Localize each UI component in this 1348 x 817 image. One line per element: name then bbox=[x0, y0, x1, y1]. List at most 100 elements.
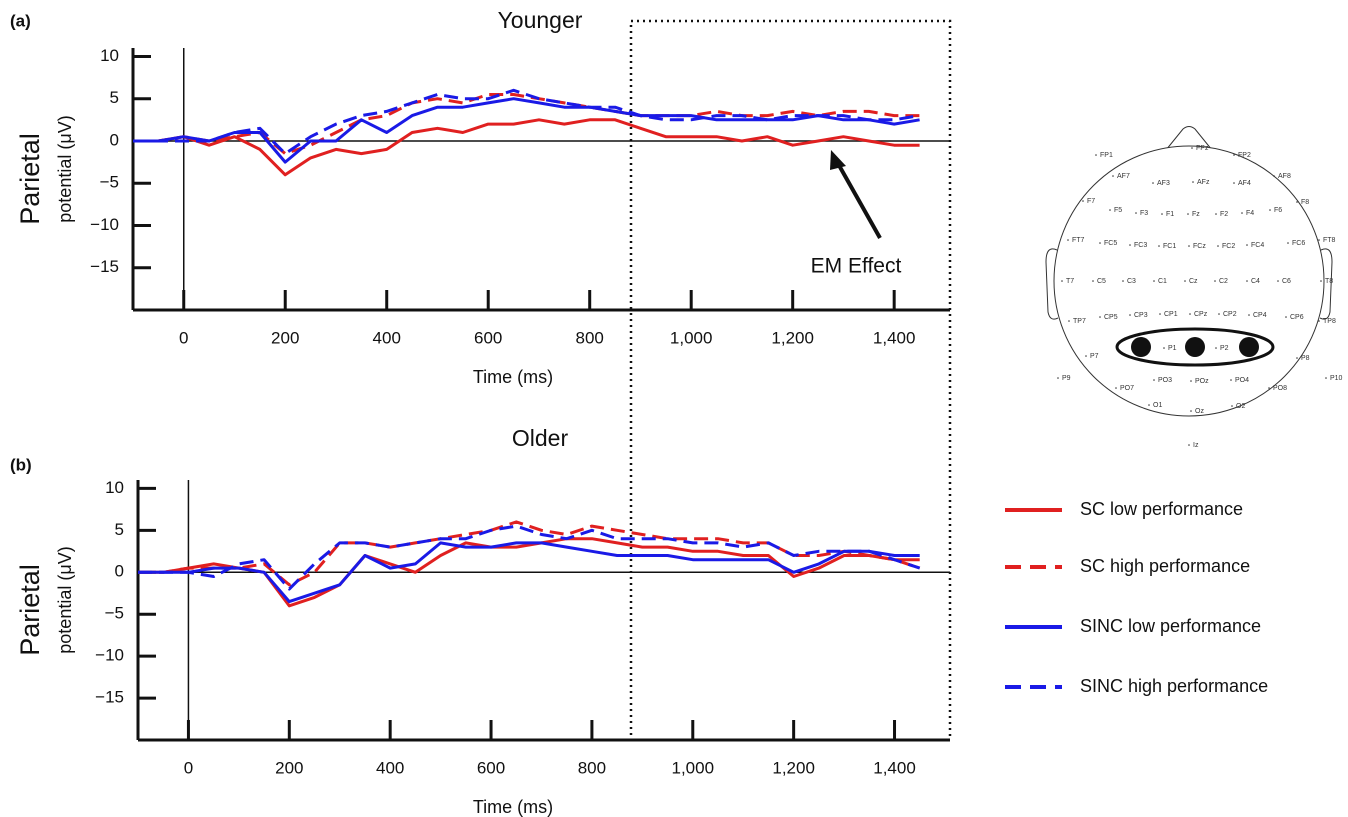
electrode-dot bbox=[1241, 212, 1243, 214]
electrode-dot bbox=[1285, 316, 1287, 318]
x-tick-label: 600 bbox=[477, 758, 505, 777]
x-tick-label: 1,000 bbox=[670, 328, 713, 347]
electrode-dot bbox=[1163, 347, 1165, 349]
electrode-dot bbox=[1190, 380, 1192, 382]
electrode-label: CP6 bbox=[1290, 314, 1304, 321]
electrode-label: FC1 bbox=[1163, 243, 1176, 250]
electrode-dot bbox=[1318, 239, 1320, 241]
electrode-dot bbox=[1129, 314, 1131, 316]
electrode-dot bbox=[1318, 320, 1320, 322]
electrode-label: C1 bbox=[1158, 278, 1167, 285]
y-tick-label: 10 bbox=[100, 46, 119, 65]
electrode-label: FC6 bbox=[1292, 240, 1305, 247]
y-tick-label: −10 bbox=[90, 215, 119, 234]
electrode-dot bbox=[1191, 147, 1193, 149]
electrode-label: PO3 bbox=[1158, 377, 1172, 384]
electrode-dot bbox=[1273, 175, 1275, 177]
electrode-dot bbox=[1159, 313, 1161, 315]
data-line bbox=[138, 541, 920, 604]
electrode-dot bbox=[1277, 280, 1279, 282]
electrode-label: Cz bbox=[1189, 278, 1198, 285]
electrode-dot bbox=[1099, 316, 1101, 318]
legend-label: SC high performance bbox=[1080, 556, 1250, 576]
chart-title: Younger bbox=[498, 7, 583, 33]
electrode-dot bbox=[1187, 213, 1189, 215]
electrode-dot bbox=[1190, 410, 1192, 412]
x-tick-label: 1,400 bbox=[873, 328, 916, 347]
electrode-dot bbox=[1158, 245, 1160, 247]
electrode-dot bbox=[1246, 280, 1248, 282]
electrode-label: FT7 bbox=[1072, 237, 1085, 244]
x-tick-label: 1,000 bbox=[672, 758, 715, 777]
electrode-label: PO7 bbox=[1120, 385, 1134, 392]
electrode-dot bbox=[1217, 245, 1219, 247]
x-tick-label: 200 bbox=[271, 328, 299, 347]
electrode-dot bbox=[1230, 379, 1232, 381]
electrode-label: P9 bbox=[1062, 375, 1071, 382]
electrode-dot bbox=[1115, 387, 1117, 389]
electrode-label: AFz bbox=[1197, 179, 1210, 186]
electrode-label: Oz bbox=[1195, 408, 1204, 415]
electrode-label: Fz bbox=[1192, 211, 1200, 218]
electrode-label: POz bbox=[1195, 378, 1209, 385]
roi-electrode bbox=[1185, 337, 1205, 357]
panel-label: (a) bbox=[10, 11, 31, 30]
electrode-dot bbox=[1109, 209, 1111, 211]
electrode-dot bbox=[1061, 280, 1063, 282]
em-window bbox=[629, 19, 952, 742]
electrode-dot bbox=[1148, 404, 1150, 406]
electrode-label: CPz bbox=[1194, 311, 1208, 318]
electrode-dot bbox=[1246, 244, 1248, 246]
electrode-dot bbox=[1092, 280, 1094, 282]
electrode-label: F3 bbox=[1140, 210, 1148, 217]
electrode-dot bbox=[1215, 347, 1217, 349]
electrode-dot bbox=[1233, 154, 1235, 156]
electrode-dot bbox=[1231, 405, 1233, 407]
legend-label: SC low performance bbox=[1080, 499, 1243, 519]
annotation: EM Effect bbox=[811, 255, 902, 278]
y-tick-label: −15 bbox=[95, 688, 124, 707]
x-axis-label: Time (ms) bbox=[473, 797, 553, 817]
x-tick-label: 800 bbox=[578, 758, 606, 777]
electrode-label: CP3 bbox=[1134, 312, 1148, 319]
electrode-map: FP1 FPz FP2 AF7 AF3 AFz AF4 AF8 F7 F5 F3 F1 Fz F2 F4 F6… bbox=[1045, 126, 1343, 449]
electrode-label: CP4 bbox=[1253, 312, 1267, 319]
electrode-dot bbox=[1192, 181, 1194, 183]
roi-electrode bbox=[1131, 337, 1151, 357]
x-tick-label: 1,200 bbox=[772, 758, 815, 777]
electrode-label: C2 bbox=[1219, 278, 1228, 285]
electrode-dot bbox=[1112, 175, 1114, 177]
electrode-dot bbox=[1099, 242, 1101, 244]
x-tick-label: 1,200 bbox=[771, 328, 814, 347]
legend-label: SINC high performance bbox=[1080, 676, 1268, 696]
electrode-dot bbox=[1188, 245, 1190, 247]
electrode-label: P2 bbox=[1220, 345, 1229, 352]
electrode-label: AF4 bbox=[1238, 180, 1251, 187]
electrode-label: F4 bbox=[1246, 210, 1254, 217]
electrode-dot bbox=[1188, 444, 1190, 446]
electrode-label: CP2 bbox=[1223, 311, 1237, 318]
data-line bbox=[133, 118, 920, 177]
electrode-dot bbox=[1082, 200, 1084, 202]
electrode-label: C5 bbox=[1097, 278, 1106, 285]
y-tick-label: 0 bbox=[115, 562, 124, 581]
y-tick-label: −5 bbox=[100, 173, 119, 192]
electrode-dot bbox=[1161, 213, 1163, 215]
electrode-dot bbox=[1269, 209, 1271, 211]
electrode-label: C4 bbox=[1251, 278, 1260, 285]
electrode-label: F6 bbox=[1274, 207, 1282, 214]
y-tick-label: 10 bbox=[105, 478, 124, 497]
electrode-dot bbox=[1068, 320, 1070, 322]
electrode-label: O2 bbox=[1236, 403, 1245, 410]
roi-electrode bbox=[1239, 337, 1259, 357]
electrode-dot bbox=[1153, 379, 1155, 381]
electrode-label: CP5 bbox=[1104, 314, 1118, 321]
y-tick-label: −10 bbox=[95, 646, 124, 665]
electrode-dot bbox=[1287, 242, 1289, 244]
x-tick-label: 1,400 bbox=[873, 758, 916, 777]
electrode-label: C6 bbox=[1282, 278, 1291, 285]
electrode-dot bbox=[1215, 213, 1217, 215]
electrode-dot bbox=[1218, 313, 1220, 315]
electrode-label: F2 bbox=[1220, 211, 1228, 218]
electrode-dot bbox=[1233, 182, 1235, 184]
